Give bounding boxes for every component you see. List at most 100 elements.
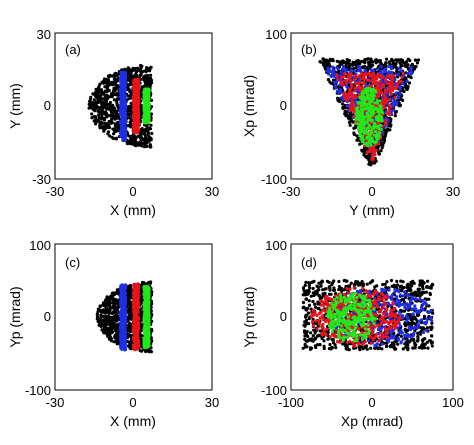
scatter-point (382, 93, 386, 97)
scatter-point (112, 293, 116, 297)
series-green-a (142, 87, 151, 125)
scatter-point (349, 87, 353, 91)
scatter-point (373, 153, 377, 157)
scatter-point (393, 114, 397, 118)
scatter-point (149, 81, 153, 85)
scatter-point (406, 57, 410, 61)
scatter-point (116, 305, 121, 309)
scatter-point (373, 89, 377, 93)
scatter-point (389, 105, 393, 109)
scatter-point (123, 67, 127, 71)
scatter-point (321, 61, 326, 65)
scatter-point (142, 138, 146, 142)
scatter-point (107, 322, 111, 326)
scatter-point (342, 94, 346, 98)
scatter-point (106, 94, 110, 98)
scatter-point (148, 145, 152, 149)
scatter-point (335, 73, 339, 77)
scatter-point (120, 129, 124, 133)
scatter-point (127, 67, 131, 71)
scatter-point (148, 127, 153, 131)
scatter-point (136, 142, 140, 146)
scatter-point (132, 113, 136, 118)
scatter-point (390, 70, 394, 75)
scatter-point (97, 307, 101, 311)
scatter-point (349, 74, 353, 78)
scatter-point (120, 84, 124, 88)
scatter-point (407, 81, 412, 85)
scatter-point (123, 126, 128, 130)
scatter-point (355, 121, 359, 125)
scatter-point (381, 143, 385, 147)
scatter-point (142, 145, 147, 149)
scatter-point (339, 70, 344, 74)
scatter-point (114, 336, 118, 340)
scatter-point (143, 120, 147, 125)
scatter-point (147, 139, 151, 143)
scatter-point (128, 141, 132, 145)
scatter-point (356, 101, 360, 105)
scatter-point (367, 123, 371, 127)
scatter-point (338, 60, 342, 64)
scatter-point (358, 95, 362, 99)
scatter-point (363, 64, 367, 68)
scatter-point (88, 99, 92, 103)
scatter-point (146, 133, 150, 137)
scatter-point (387, 65, 391, 69)
scatter-point (365, 93, 369, 97)
scatter-point (126, 97, 130, 101)
scatter-point (366, 106, 370, 110)
scatter-point (112, 303, 116, 308)
scatter-point (391, 102, 396, 106)
scatter-point (375, 125, 379, 130)
scatter-point (353, 99, 357, 103)
scatter-point (353, 74, 357, 78)
scatter-point (368, 99, 372, 103)
scatter-point (368, 135, 372, 140)
scatter-point (113, 328, 118, 332)
panel-b: (b) 100 0 -100 -30 0 30 Y (mm) Xp (mrad) (241, 27, 460, 218)
scatter-point (371, 104, 375, 108)
scatter-point (379, 149, 383, 153)
x-tick-right-a: 30 (205, 184, 219, 199)
scatter-point (369, 109, 373, 113)
scatter-point (103, 326, 107, 330)
scatter-point (370, 107, 374, 111)
scatter-point (416, 58, 420, 62)
scatter-point (360, 118, 364, 122)
scatter-point (94, 87, 98, 91)
scatter-point (123, 347, 127, 352)
scatter-point (142, 104, 146, 108)
scatter-point (368, 62, 372, 66)
scatter-point (136, 111, 141, 115)
scatter-point (326, 66, 330, 70)
x-tick-left-a: -30 (46, 184, 65, 199)
scatter-point (111, 103, 115, 107)
scatter-point (120, 93, 125, 97)
scatter-point (114, 125, 118, 129)
y-tick-mid-a: 0 (44, 98, 51, 113)
scatter-point (118, 76, 123, 80)
scatter-point (136, 90, 140, 94)
scatter-point (139, 133, 143, 137)
scatter-point (96, 92, 100, 96)
scatter-point (389, 67, 393, 71)
scatter-point (344, 114, 348, 118)
scatter-point (110, 111, 114, 115)
scatter-point (150, 313, 154, 317)
scatter-point (398, 61, 402, 65)
scatter-point (360, 107, 364, 111)
scatter-point (109, 320, 113, 324)
scatter-point (362, 74, 366, 78)
scatter-point (376, 134, 380, 138)
scatter-point (143, 109, 148, 114)
scatter-point (326, 59, 330, 63)
scatter-point (366, 114, 370, 118)
scatter-point (115, 72, 119, 76)
scatter-point (127, 332, 131, 336)
scatter-point (135, 135, 139, 139)
scatter-point (352, 131, 356, 135)
scatter-point (129, 311, 133, 315)
scatter-point (102, 116, 107, 120)
scatter-point (394, 91, 398, 95)
